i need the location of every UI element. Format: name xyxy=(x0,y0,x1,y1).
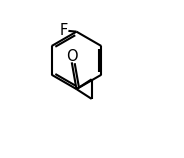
Text: F: F xyxy=(59,23,67,38)
Text: O: O xyxy=(66,49,78,64)
